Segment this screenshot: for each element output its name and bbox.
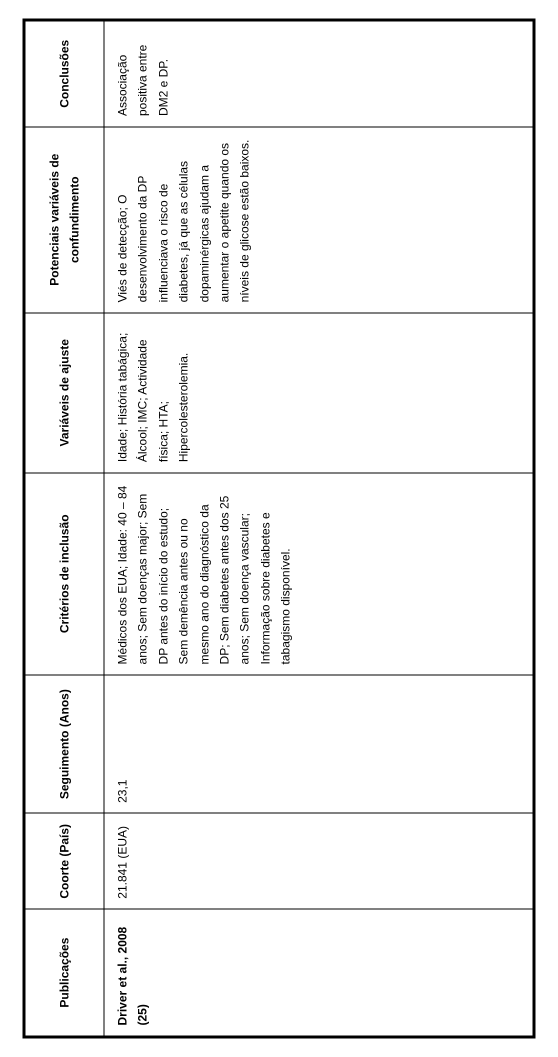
study-table: Publicações Coorte (País) Seguimento (An… (23, 19, 536, 1039)
header-criterios: Critérios de inclusão (24, 473, 104, 675)
cell-seguimento: 23,1 (104, 675, 534, 813)
table-header: Publicações Coorte (País) Seguimento (An… (24, 20, 104, 1037)
table-row: Driver et al., 2008 (25) 21.841 (EUA) 23… (104, 20, 534, 1037)
header-row: Publicações Coorte (País) Seguimento (An… (24, 20, 104, 1037)
cell-conclusoes: Associação positiva entre DM2 e DP. (104, 20, 534, 127)
header-seguimento: Seguimento (Anos) (24, 675, 104, 813)
header-publicacoes: Publicações (24, 909, 104, 1037)
cell-publicacoes: Driver et al., 2008 (25) (104, 909, 534, 1037)
header-potenciais-confundimento: Potenciais variáveis de confundimento (24, 127, 104, 313)
cell-coorte: 21.841 (EUA) (104, 813, 534, 909)
table-body: Driver et al., 2008 (25) 21.841 (EUA) 23… (104, 20, 534, 1037)
header-conclusoes: Conclusões (24, 20, 104, 127)
cell-criterios: Médicos dos EUA; Idade: 40 – 84 anos; Se… (104, 473, 534, 675)
cell-variaveis-ajuste: Idade; História tabágica; Álcool; IMC; A… (104, 313, 534, 473)
header-variaveis-ajuste: Variáveis de ajuste (24, 313, 104, 473)
header-coorte: Coorte (País) (24, 813, 104, 909)
rotated-table-container: Publicações Coorte (País) Seguimento (An… (23, 19, 536, 1039)
cell-potenciais-confundimento: Viés de detecção; O desenvolvimento da D… (104, 127, 534, 313)
